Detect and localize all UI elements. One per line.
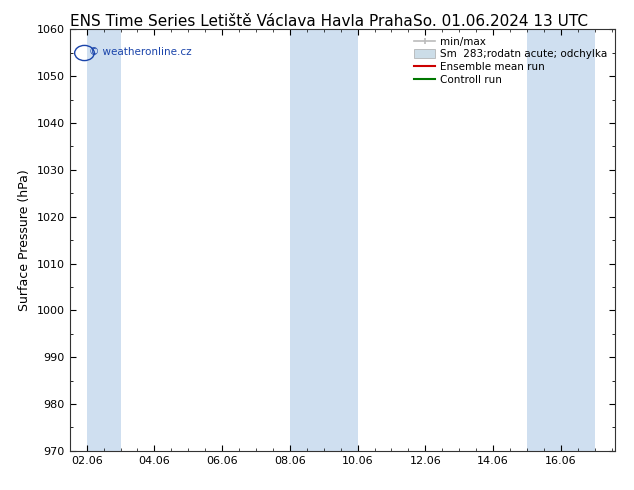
Bar [527,29,595,451]
Bar [290,29,358,451]
Bar [87,29,120,451]
Legend: min/max, Sm  283;rodatn acute; odchylka, Ensemble mean run, Controll run: min/max, Sm 283;rodatn acute; odchylka, … [412,35,610,87]
Text: So. 01.06.2024 13 UTC: So. 01.06.2024 13 UTC [413,14,588,29]
Text: © weatheronline.cz: © weatheronline.cz [89,47,191,57]
Text: ENS Time Series Letiště Václava Havla Praha: ENS Time Series Letiště Václava Havla Pr… [70,14,412,29]
Y-axis label: Surface Pressure (hPa): Surface Pressure (hPa) [18,169,31,311]
